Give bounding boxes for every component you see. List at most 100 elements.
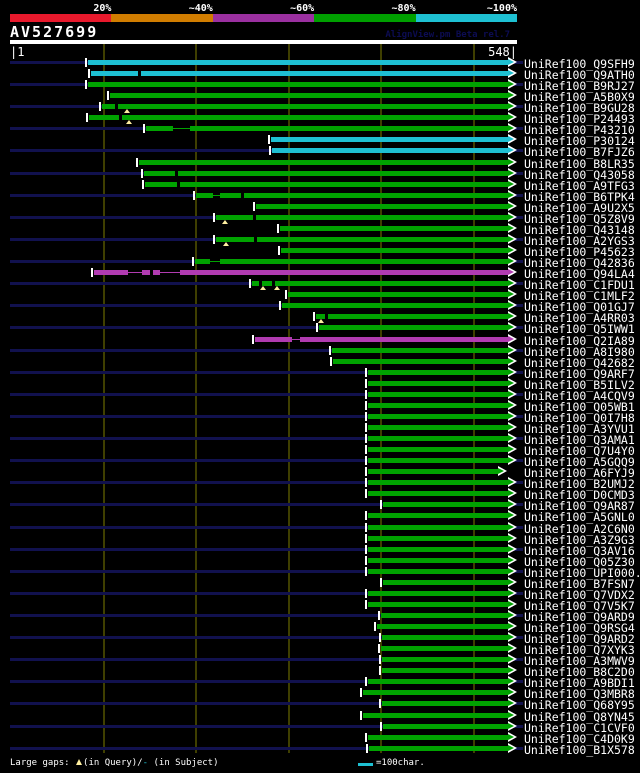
subject-label[interactable]: UniRef100_Q5Z8V9 xyxy=(524,211,635,226)
subject-gap-line xyxy=(160,272,180,274)
subject-label[interactable]: UniRef100_Q7XYK3 xyxy=(524,643,635,658)
subject-label[interactable]: UniRef100_Q68Y95 xyxy=(524,698,635,713)
subject-label[interactable]: UniRef100_A2C6N0 xyxy=(524,521,635,536)
subject-label[interactable]: UniRef100_B8C2D0 xyxy=(524,665,635,680)
subject-label[interactable]: UniRef100_C4D0K9 xyxy=(524,731,635,746)
subject-label[interactable]: UniRef100_Q43148 xyxy=(524,222,635,237)
alignment-bar xyxy=(368,391,508,397)
subject-label[interactable]: UniRef100_A5B0X9 xyxy=(524,90,635,105)
subject-label[interactable]: UniRef100_A3YVU1 xyxy=(524,421,635,436)
gap-notch xyxy=(177,181,180,187)
alignment-row: UniRef100_D0CMD3 xyxy=(0,487,640,503)
subject-label[interactable]: UniRef100_Q3AV16 xyxy=(524,543,635,558)
subject-label[interactable]: UniRef100_B7FSN7 xyxy=(524,576,635,591)
subject-label[interactable]: UniRef100_Q01GJ7 xyxy=(524,300,635,315)
subject-label[interactable]: UniRef100_Q7VDX2 xyxy=(524,587,635,602)
subject-label[interactable]: UniRef100_Q94LA4 xyxy=(524,267,635,282)
alignment-arrowhead xyxy=(508,202,514,209)
subject-label[interactable]: UniRef100_Q05WB1 xyxy=(524,399,635,414)
alignment-arrowhead xyxy=(508,501,514,508)
subject-label[interactable]: UniRef100_A9TFG3 xyxy=(524,178,635,193)
alignment-start-tick xyxy=(85,58,87,67)
subject-label[interactable]: UniRef100_B2UMJ2 xyxy=(524,477,635,492)
alignment-row: UniRef100_Q05Z30 xyxy=(0,554,640,569)
alignment-arrowhead xyxy=(508,70,514,77)
alignment-start-tick xyxy=(379,666,381,676)
subject-label[interactable]: UniRef100_D0CMD3 xyxy=(524,488,635,503)
subject-label[interactable]: UniRef100_A5GQQ9 xyxy=(524,455,635,470)
alignment-start-tick xyxy=(253,201,255,211)
subject-label[interactable]: UniRef100_P30124 xyxy=(524,134,635,149)
subject-label[interactable]: UniRef100_B1X578 xyxy=(524,742,635,757)
alignment-start-tick xyxy=(365,489,367,499)
subject-label[interactable]: UniRef100_B6TPK4 xyxy=(524,189,635,204)
alignment-bar xyxy=(368,601,508,607)
subject-label[interactable]: UniRef100_Q43058 xyxy=(524,167,635,182)
subject-label[interactable]: UniRef100_P45623 xyxy=(524,245,635,260)
alignment-start-tick xyxy=(365,555,367,565)
subject-label[interactable]: UniRef100_A9BDI1 xyxy=(524,676,635,691)
subject-label[interactable]: UniRef100_A3MWV9 xyxy=(524,654,635,669)
subject-label[interactable]: UniRef100_Q5IWW1 xyxy=(524,322,635,337)
subject-label[interactable]: UniRef100_C1FDU1 xyxy=(524,278,635,293)
subject-label[interactable]: UniRef100_Q3AMA1 xyxy=(524,433,635,448)
alignment-arrowhead xyxy=(508,634,514,641)
subject-label[interactable]: UniRef100_Q9AR87 xyxy=(524,499,635,514)
subject-label[interactable]: UniRef100_P43210 xyxy=(524,123,635,138)
alignment-row: UniRef100_C1FDU1 xyxy=(0,277,640,293)
alignment-arrowhead xyxy=(508,357,514,364)
subject-label[interactable]: UniRef100_A4RR03 xyxy=(524,311,635,326)
subject-label[interactable]: UniRef100_Q9RSG4 xyxy=(524,621,635,636)
alignment-arrowhead xyxy=(508,92,514,99)
subject-label[interactable]: UniRef100_Q9ARD9 xyxy=(524,610,635,624)
alignment-arrowhead xyxy=(508,556,514,563)
subject-label[interactable]: UniRef100_Q2IA89 xyxy=(524,333,635,348)
alignment-start-tick xyxy=(213,212,215,222)
subject-label[interactable]: UniRef100_C1CVF0 xyxy=(524,720,635,735)
alignment-bar xyxy=(196,192,508,198)
subject-label[interactable]: UniRef100_Q3MBR8 xyxy=(524,687,635,702)
alignment-arrowhead xyxy=(508,412,514,419)
alignment-bar xyxy=(363,690,508,696)
subject-label[interactable]: UniRef100_A9U2X5 xyxy=(524,200,635,215)
subject-label[interactable]: UniRef100_UPI000.. xyxy=(524,565,640,580)
subject-label[interactable]: UniRef100_Q42682 xyxy=(524,355,635,370)
subject-label[interactable]: UniRef100_C1MLF2 xyxy=(524,289,635,304)
subject-label[interactable]: UniRef100_B8LR35 xyxy=(524,156,635,171)
subject-label[interactable]: UniRef100_A2YGS3 xyxy=(524,233,635,248)
subject-label[interactable]: UniRef100_Q9ARD2 xyxy=(524,632,635,647)
query-id: AV527699 xyxy=(10,23,99,41)
alignment-arrowhead xyxy=(508,147,514,154)
subject-label[interactable]: UniRef100_Q9ARF7 xyxy=(524,366,635,381)
subject-label[interactable]: UniRef100_P24493 xyxy=(524,112,635,127)
subject-label[interactable]: UniRef100_B7FJZ6 xyxy=(524,145,635,160)
subject-label[interactable]: UniRef100_Q05Z30 xyxy=(524,554,635,569)
subject-label[interactable]: UniRef100_Q8YN45 xyxy=(524,709,635,724)
query-extent-line xyxy=(10,149,523,153)
alignment-start-tick xyxy=(365,456,367,466)
subject-label[interactable]: UniRef100_Q9ATH0 xyxy=(524,68,635,83)
subject-label[interactable]: UniRef100_Q0I7H8 xyxy=(524,410,635,425)
scale-segment xyxy=(111,14,213,22)
subject-label[interactable]: UniRef100_A3Z9G3 xyxy=(524,532,635,547)
subject-label[interactable]: UniRef100_A4CQV9 xyxy=(524,388,635,403)
subject-label[interactable]: UniRef100_Q9SFH9 xyxy=(524,57,635,71)
hundred-char-scale-text: =100char. xyxy=(376,758,425,768)
alignment-arrowhead xyxy=(508,656,514,663)
subject-label[interactable]: UniRef100_Q7V5K7 xyxy=(524,598,635,613)
subject-label[interactable]: UniRef100_A8I980 xyxy=(524,344,635,359)
alignment-row: UniRef100_A3Z9G3 xyxy=(0,532,640,547)
subject-label[interactable]: UniRef100_Q7U4Y0 xyxy=(524,444,635,459)
subject-label[interactable]: UniRef100_B5ILV2 xyxy=(524,377,635,392)
alignment-arrowhead xyxy=(508,545,514,552)
subject-label[interactable]: UniRef100_A5GNL0 xyxy=(524,510,635,525)
alignment-row: UniRef100_A5B0X9 xyxy=(0,89,640,105)
subject-label[interactable]: UniRef100_Q42836 xyxy=(524,256,635,271)
subject-label[interactable]: UniRef100_B9RJ27 xyxy=(524,79,635,94)
alignment-arrowhead xyxy=(508,213,514,220)
alignment-row: UniRef100_Q42682 xyxy=(0,355,640,370)
alignment-arrowhead xyxy=(508,523,514,530)
scale-percent-label: 20% xyxy=(93,3,112,14)
subject-label[interactable]: UniRef100_A6FYJ9 xyxy=(524,466,635,481)
subject-label[interactable]: UniRef100_B9GU28 xyxy=(524,101,635,116)
